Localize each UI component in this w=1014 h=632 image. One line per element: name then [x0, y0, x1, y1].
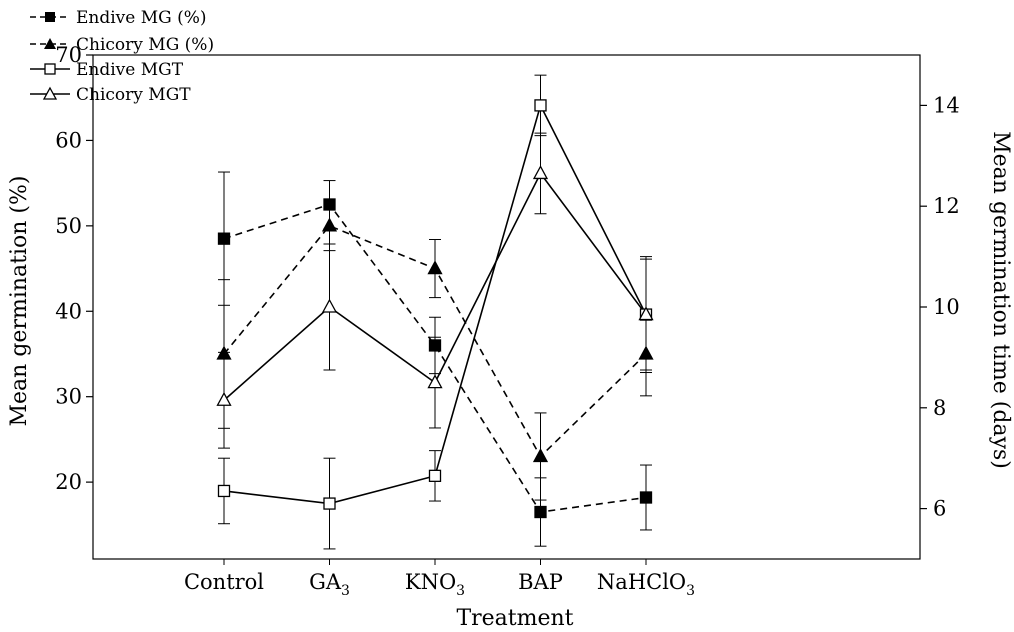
- right-tick-label-6: 6: [933, 497, 946, 521]
- marker-endive-mgt-1: [323, 497, 336, 510]
- legend-marker-endive-mgt: [44, 63, 56, 75]
- legend-label-endive-mg: Endive MG (%): [76, 8, 207, 28]
- left-tick-label-70: 70: [55, 43, 82, 67]
- marker-chicory-mgt-4: [638, 306, 654, 321]
- legend-label-endive-mgt: Endive MGT: [76, 60, 184, 80]
- legend-label-chicory-mg: Chicory MG (%): [76, 35, 214, 55]
- marker-chicory-mg-0: [216, 345, 232, 360]
- x-axis: Control GA3 KNO3 BAP NaHClO3: [184, 559, 695, 599]
- series-line-endive-mgt: [223, 103, 647, 505]
- x-tick-label-kno3: KNO3: [405, 570, 465, 599]
- marker-endive-mgt-2: [428, 469, 442, 482]
- legend-marker-chicory-mg: [44, 38, 56, 49]
- right-tick-label-10: 10: [933, 295, 960, 319]
- marker-chicory-mgt-1: [321, 298, 338, 313]
- marker-endive-mgt-0: [217, 484, 231, 498]
- legend: Endive MG (%) Chicory MG (%) Endive MGT …: [30, 8, 214, 105]
- marker-chicory-mgt-0: [216, 391, 232, 406]
- left-tick-label-60: 60: [55, 128, 82, 152]
- marker-endive-mg-0: [217, 232, 231, 245]
- legend-item-endive-mg: Endive MG (%): [30, 8, 207, 28]
- right-axis: 6 8 10 12 14: [920, 93, 960, 521]
- legend-marker-chicory-mgt: [42, 86, 58, 100]
- left-tick-label-30: 30: [55, 385, 82, 409]
- plot-area-border: [92, 54, 921, 560]
- marker-chicory-mgt-3: [532, 165, 549, 180]
- marker-endive-mg-2: [428, 339, 442, 352]
- legend-item-endive-mgt: Endive MGT: [30, 60, 184, 80]
- series-line-endive-mg: [223, 203, 647, 513]
- x-tick-label-ga3: GA3: [309, 570, 350, 599]
- marker-endive-mgt-3: [534, 99, 547, 112]
- left-tick-label-20: 20: [55, 470, 82, 494]
- legend-marker-endive-mg: [45, 12, 55, 22]
- x-tick-label-nahclo3: NaHClO3: [597, 570, 695, 599]
- marker-endive-mg-3: [534, 505, 547, 519]
- x-tick-label-bap: BAP: [518, 570, 563, 594]
- marker-chicory-mg-3: [532, 448, 549, 463]
- marker-endive-mg-1: [323, 198, 336, 211]
- right-tick-label-8: 8: [933, 396, 946, 420]
- left-tick-label-40: 40: [55, 299, 82, 323]
- marker-chicory-mg-4: [638, 345, 654, 360]
- right-axis-title: Mean germination time (days): [988, 131, 1013, 469]
- marker-chicory-mg-2: [427, 260, 443, 275]
- legend-label-chicory-mgt: Chicory MGT: [76, 85, 191, 105]
- right-tick-label-14: 14: [933, 93, 960, 117]
- x-tick-label-control: Control: [184, 570, 264, 594]
- right-tick-label-12: 12: [933, 194, 960, 218]
- marker-chicory-mgt-2: [427, 374, 443, 389]
- left-axis: 20 30 40 50 60 70: [55, 43, 93, 494]
- marker-chicory-mg-1: [321, 217, 338, 232]
- legend-item-chicory-mg: Chicory MG (%): [30, 35, 214, 55]
- marker-endive-mg-4: [639, 491, 653, 504]
- left-tick-label-50: 50: [55, 214, 82, 238]
- markers: [216, 99, 654, 519]
- x-axis-title: Treatment: [456, 606, 573, 631]
- legend-item-chicory-mgt: Chicory MGT: [30, 85, 191, 105]
- left-axis-title: Mean germination (%): [7, 176, 32, 427]
- plot-frame: [92, 54, 921, 560]
